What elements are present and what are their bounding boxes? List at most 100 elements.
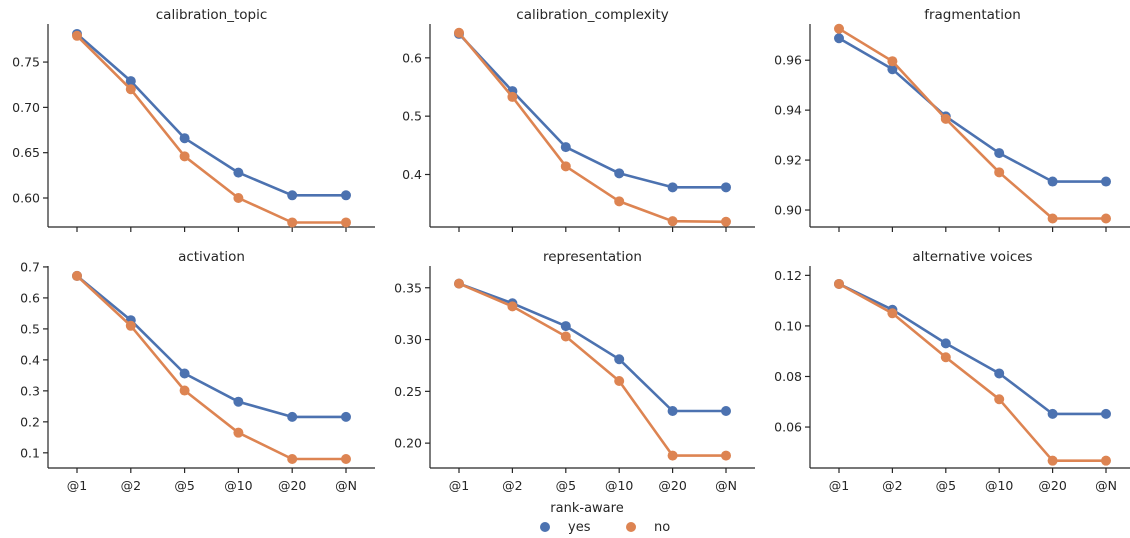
point-no	[507, 301, 518, 312]
point-no	[940, 352, 951, 363]
point-no	[940, 113, 951, 124]
point-no	[287, 454, 298, 465]
x-tick-label: @1	[829, 478, 849, 493]
series-line-yes	[458, 33, 726, 189]
point-yes	[940, 338, 951, 349]
x-tick-label: @1	[449, 478, 469, 493]
y-tick-label: 0.75	[12, 55, 40, 70]
y-tick-label: 0.4	[402, 167, 422, 182]
point-no	[667, 216, 678, 227]
y-tick-label: 0.06	[774, 420, 802, 435]
series-line-yes	[838, 282, 1106, 416]
x-tick-label: @2	[121, 478, 141, 493]
x-tick-label: @1	[67, 478, 87, 493]
y-tick-label: 0.6	[20, 290, 40, 305]
y-tick-label: 0.35	[394, 280, 422, 295]
point-yes	[994, 148, 1005, 159]
point-no	[1047, 455, 1058, 466]
panel-2: calibration_complexity 0.4 0.5 0.6	[402, 7, 755, 232]
legend-title: rank-aware	[550, 501, 623, 516]
point-no	[72, 270, 82, 281]
series-line-no	[76, 34, 346, 224]
x-tick-label: @20	[278, 478, 306, 493]
point-yes	[1047, 176, 1058, 187]
panel-6: alternative voices 0.06 0.08 0.10 0.12 @1 @2 @5…	[774, 249, 1130, 493]
y-tick-label: 0.5	[20, 321, 40, 336]
y-tick-label: 0.12	[774, 268, 802, 283]
x-tick-label: @5	[174, 478, 194, 493]
panel-title: calibration_complexity	[516, 7, 668, 23]
point-yes	[1101, 408, 1111, 419]
y-tick-label: 0.08	[774, 369, 802, 384]
panel-4: activation 0.1 0.2 0.3 0.4 0.5 0.6 0.7 @1 @2 @5 @10…	[20, 249, 375, 493]
series-line-yes	[76, 274, 346, 419]
x-tick-label: @5	[556, 478, 576, 493]
panel-1: calibration_topic 0.60 0.65 0.70 0.75	[12, 7, 375, 232]
y-tick-label: 0.6	[402, 50, 422, 65]
point-no	[887, 56, 898, 67]
point-no	[72, 30, 82, 41]
point-no	[454, 27, 464, 38]
point-no	[721, 450, 731, 461]
panel-5: representation 0.20 0.25 0.30 0.35 @1 @2 @5 @10 @…	[394, 249, 755, 493]
point-no	[125, 320, 136, 331]
x-tick-label: @5	[936, 478, 956, 493]
panel-title: representation	[543, 249, 642, 265]
y-tick-label: 0.1	[20, 445, 40, 460]
y-tick-label: 0.70	[12, 100, 40, 115]
point-no	[1047, 213, 1058, 224]
legend-label-yes: yes	[568, 520, 591, 535]
y-tick-label: 0.30	[394, 332, 422, 347]
series-line-yes	[458, 282, 726, 413]
point-no	[454, 278, 464, 289]
point-no	[233, 193, 244, 203]
point-no	[560, 331, 571, 342]
y-tick-label: 0.10	[774, 318, 802, 333]
point-yes	[287, 411, 298, 422]
point-yes	[287, 190, 298, 201]
point-no	[233, 427, 244, 438]
point-yes	[721, 182, 731, 193]
legend-marker-no	[626, 522, 636, 532]
point-no	[179, 151, 190, 162]
point-no	[341, 454, 351, 465]
panel-title: activation	[178, 249, 245, 265]
point-yes	[560, 321, 571, 332]
y-tick-label: 0.96	[774, 53, 802, 68]
point-yes	[179, 133, 190, 144]
y-tick-label: 0.94	[774, 103, 802, 118]
point-yes	[341, 190, 351, 201]
point-yes	[125, 76, 136, 87]
legend-marker-yes	[540, 522, 550, 532]
point-no	[994, 167, 1005, 178]
point-no	[834, 278, 844, 289]
x-tick-label: @N	[1095, 478, 1117, 493]
point-no	[887, 308, 898, 319]
y-tick-label: 0.2	[20, 414, 40, 429]
x-tick-label: @10	[605, 478, 633, 493]
panel-title: alternative voices	[912, 249, 1032, 265]
series-line-no	[458, 31, 727, 224]
point-yes	[233, 396, 244, 407]
point-no	[721, 216, 731, 227]
y-tick-label: 0.60	[12, 191, 40, 206]
legend: rank-aware yes no	[540, 501, 670, 535]
y-tick-label: 0.5	[402, 109, 422, 124]
x-tick-label: @10	[985, 478, 1013, 493]
point-yes	[179, 368, 190, 379]
point-no	[667, 450, 678, 461]
point-yes	[887, 64, 898, 75]
y-tick-label: 0.25	[394, 384, 422, 399]
series-line-no	[838, 27, 1106, 220]
x-tick-label: @N	[715, 478, 737, 493]
point-no	[1101, 455, 1111, 466]
point-yes	[614, 168, 625, 179]
series-line-no	[76, 274, 346, 461]
point-no	[1101, 213, 1111, 224]
point-no	[341, 217, 351, 228]
y-tick-label: 0.20	[394, 436, 422, 451]
x-tick-label: @2	[882, 478, 902, 493]
point-no	[994, 394, 1005, 405]
point-no	[614, 196, 625, 207]
